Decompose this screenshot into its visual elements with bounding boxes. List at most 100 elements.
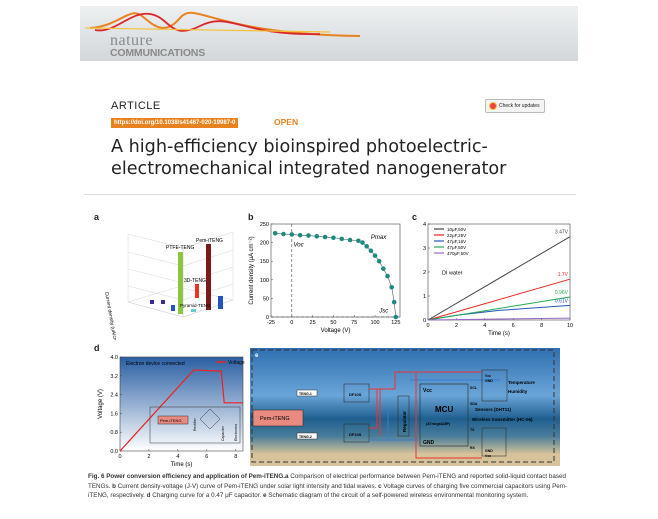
capacitor-label: Capacitor bbox=[221, 425, 225, 441]
article-title: A high-efficiency bioinspired photoelect… bbox=[111, 136, 506, 180]
bar-pem-iteng bbox=[206, 244, 211, 310]
data-point bbox=[289, 232, 295, 237]
charging-curve-chart: 0 2 4 6 8 0.0 0.8 1.6 2.4 3.2 4.0 Time (s) Voltage (… bbox=[98, 355, 245, 468]
data-point bbox=[391, 299, 397, 305]
y-tick-label: 3.2 bbox=[110, 374, 118, 380]
y-tick-label: 3 bbox=[423, 246, 426, 252]
sensor-gnd: GND bbox=[485, 379, 493, 383]
check-updates-button[interactable]: Check for updates bbox=[485, 99, 545, 113]
data-point bbox=[372, 253, 378, 258]
plot-frame bbox=[270, 223, 401, 318]
y-tick-label: 1.6 bbox=[110, 411, 118, 417]
data-point bbox=[314, 233, 320, 239]
annotation-pmax: Pmax bbox=[371, 235, 387, 241]
x-tick-label: 8 bbox=[234, 454, 237, 460]
annotation-jsc: Jsc bbox=[378, 309, 388, 315]
y-tick-label: 100 bbox=[260, 278, 269, 284]
plot-frame bbox=[119, 356, 244, 452]
x-tick-label: 4 bbox=[176, 454, 179, 460]
x-tick-label: 6 bbox=[205, 454, 208, 460]
label-pem: Pem-iTENG bbox=[196, 238, 223, 244]
pem-label: Pem-iTENG bbox=[260, 416, 290, 422]
pem-label: Pem-iTENG bbox=[160, 418, 182, 423]
bar-other bbox=[171, 305, 175, 311]
data-point bbox=[306, 233, 311, 238]
caption-a-text: Comparison of electrical performance bet… bbox=[88, 473, 567, 490]
pem-iteng-block bbox=[252, 409, 304, 427]
series-line bbox=[427, 236, 571, 321]
x-tick-label: 2 bbox=[455, 323, 458, 329]
bar-other bbox=[218, 296, 223, 309]
sensors-label: Sensors (DHT11) bbox=[475, 407, 512, 412]
data-point bbox=[385, 273, 390, 279]
x-tick-label: 0 bbox=[426, 323, 429, 329]
series-line bbox=[427, 317, 571, 321]
rectifier-label: Rectifier bbox=[193, 417, 197, 431]
y-tick-label: 2 bbox=[423, 270, 426, 276]
x-tick-label: 100 bbox=[370, 320, 379, 326]
circuit-diagram: e Pem-iTENG TENG-1 TENG-2 DF10S DF10S Re… bbox=[251, 349, 555, 463]
y-tick-label: 0.0 bbox=[110, 449, 118, 455]
plot-background bbox=[120, 357, 243, 451]
data-point bbox=[389, 284, 394, 290]
bar-other bbox=[150, 300, 154, 304]
data-point bbox=[364, 244, 370, 249]
x-tick-label: 4 bbox=[483, 323, 486, 329]
end-label: 0.96V bbox=[555, 290, 569, 296]
panel-label: a bbox=[94, 212, 100, 222]
y-axis-label: Current density (μA cm⁻²) bbox=[249, 236, 255, 304]
annotation-voc: Voc bbox=[293, 242, 303, 248]
y-tick-label: 1 bbox=[423, 294, 426, 300]
bar-ptfe-teng bbox=[178, 252, 183, 314]
logo-waves bbox=[84, 11, 361, 37]
label-3d: 3D-TENG bbox=[184, 278, 206, 284]
doi-link[interactable]: https://doi.org/10.1038/s41467-020-19987… bbox=[111, 118, 239, 128]
data-point bbox=[281, 231, 286, 237]
title-line-2: electromechanical integrated nanogenerat… bbox=[111, 159, 507, 179]
article-type: ARTICLE bbox=[111, 100, 161, 112]
wireless-gnd: GND bbox=[485, 449, 493, 453]
sda-label: SDA bbox=[470, 402, 478, 406]
scl-label: SCL bbox=[470, 386, 478, 390]
caption-title: Fig. 6 Power conversion efficiency and a… bbox=[88, 473, 285, 480]
panel-e: e Pem-iTENG TENG-1 TENG-2 DF10S DF10S Re… bbox=[250, 348, 560, 466]
y-axis-label: Voltage (V) bbox=[98, 389, 104, 419]
data-point bbox=[272, 231, 278, 236]
panel-label: e bbox=[255, 353, 259, 359]
electronics-label: Electronics bbox=[234, 424, 238, 441]
caption-c: c bbox=[378, 482, 382, 490]
data-point bbox=[360, 240, 365, 245]
data-point bbox=[393, 314, 399, 320]
bar-pyramid-teng bbox=[191, 309, 196, 312]
bridge2-label: DF10S bbox=[349, 432, 362, 437]
title-line-1: A high-efficiency bioinspired photoelect… bbox=[111, 137, 488, 157]
y-tick-label: 200 bbox=[260, 241, 269, 247]
pem-block bbox=[157, 415, 189, 425]
series-line bbox=[427, 278, 571, 321]
a-ylabel: Current density (uA/cm²) bbox=[103, 291, 118, 340]
x-tick-label: 6 bbox=[512, 323, 515, 329]
data-point bbox=[331, 235, 336, 241]
tx-label: TX bbox=[470, 428, 475, 432]
legend-label: 47μF,16V bbox=[447, 239, 466, 244]
x-tick-label: 50 bbox=[330, 320, 336, 326]
caption-d: d bbox=[146, 492, 151, 500]
x-axis-label: Time (s) bbox=[171, 462, 193, 468]
x-tick-label: 10 bbox=[567, 323, 573, 329]
mcu-gnd: GND bbox=[423, 440, 435, 446]
annotation: DI water bbox=[442, 270, 463, 276]
label-pyramid: Pyramid-TENG bbox=[180, 303, 211, 308]
caption-a: a bbox=[285, 473, 289, 480]
x-tick-label: 25 bbox=[310, 320, 316, 326]
humidity-label: Humidity bbox=[508, 389, 528, 394]
mcu-label: MCU bbox=[435, 405, 453, 414]
y-tick-label: 4.0 bbox=[110, 355, 118, 361]
bridge1-label: DF10S bbox=[349, 392, 362, 397]
caption-b-text: Current density-voltage (J-V) curve of P… bbox=[116, 482, 379, 490]
y-tick-label: 2.4 bbox=[110, 393, 118, 399]
divider bbox=[84, 194, 576, 195]
y-tick-label: 0 bbox=[423, 318, 426, 324]
series-line bbox=[427, 296, 571, 321]
